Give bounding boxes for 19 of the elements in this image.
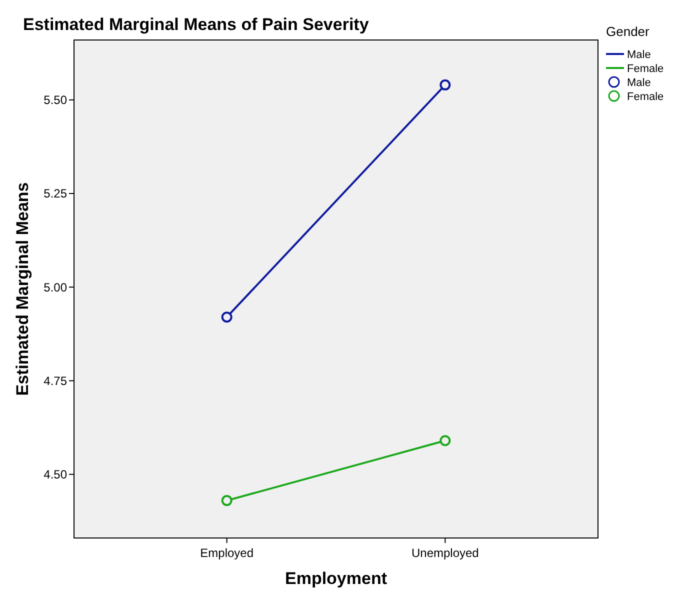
legend-title: Gender <box>606 24 650 39</box>
y-tick-label: 4.50 <box>44 468 68 482</box>
point <box>221 312 232 323</box>
legend-label: Female <box>627 90 664 103</box>
y-tick-label: 5.00 <box>44 280 68 294</box>
legend-label: Male <box>627 76 651 89</box>
chart-title: Estimated Marginal Means of Pain Severity <box>23 15 370 34</box>
x-axis-title: Employment <box>284 569 388 588</box>
point <box>221 495 232 506</box>
x-tick-label: Unemployed <box>411 546 479 560</box>
y-tick-label: 5.50 <box>44 93 68 108</box>
x-tick-label: Employed <box>200 546 254 560</box>
y-tick-label: 4.75 <box>44 374 68 388</box>
text: Male <box>627 48 651 61</box>
point <box>440 79 451 90</box>
y-tick-label: 5.25 <box>44 186 68 201</box>
point <box>440 435 451 446</box>
y-axis-title: Estimated Marginal Means <box>13 182 32 396</box>
text: Female <box>627 62 664 75</box>
